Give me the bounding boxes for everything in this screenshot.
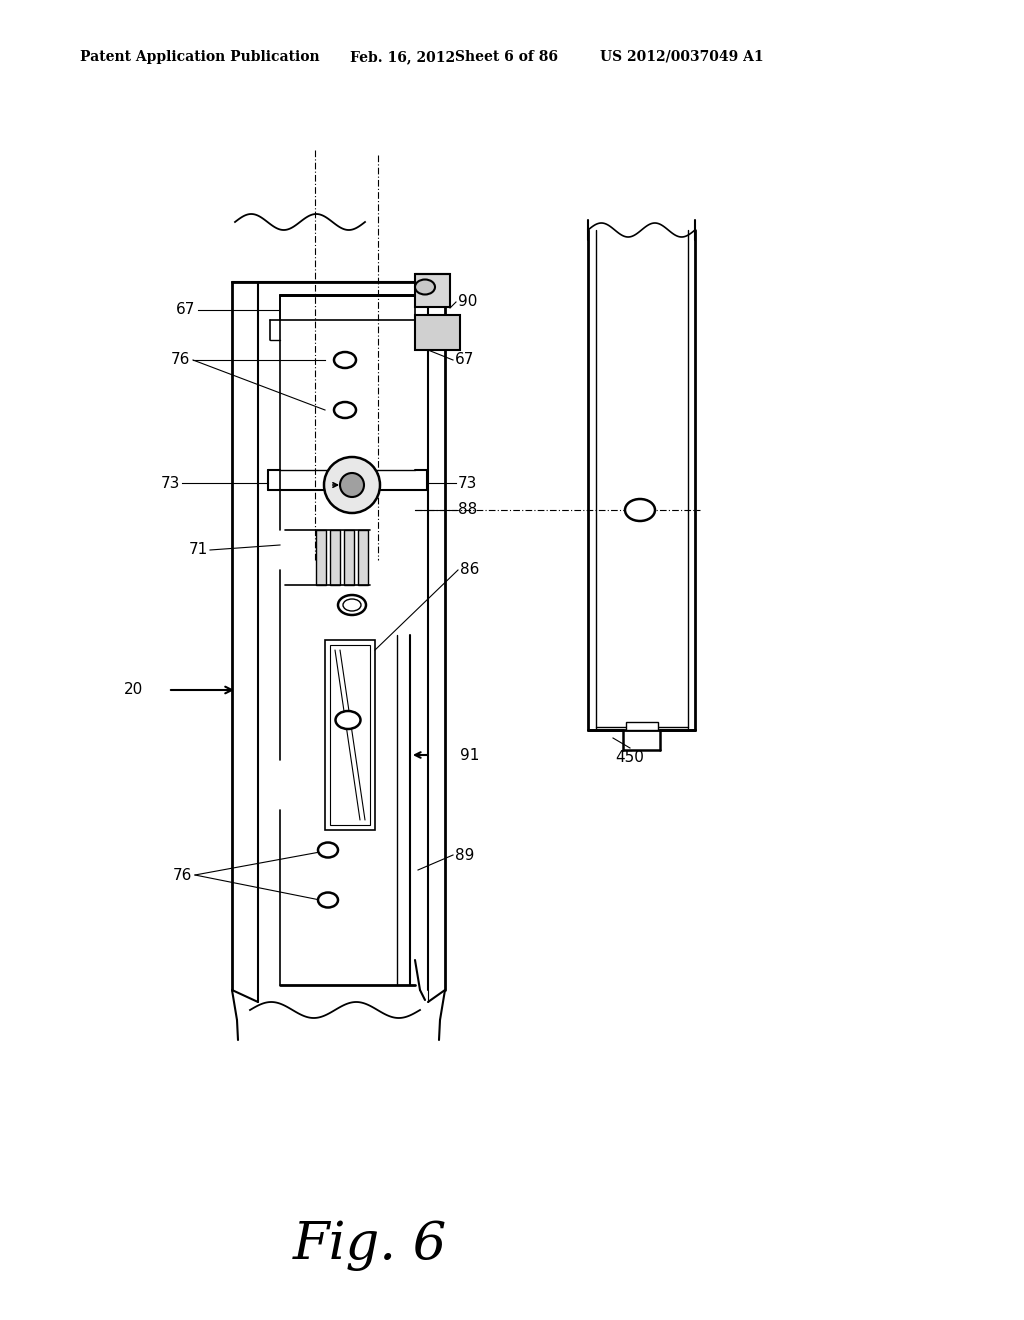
Bar <box>316 531 326 585</box>
Text: 88: 88 <box>458 503 477 517</box>
Text: 76: 76 <box>171 352 190 367</box>
Ellipse shape <box>415 280 435 294</box>
Text: 67: 67 <box>455 352 474 367</box>
Ellipse shape <box>318 892 338 908</box>
Ellipse shape <box>334 403 356 418</box>
Bar <box>358 531 368 585</box>
Bar <box>330 531 340 585</box>
Text: 73: 73 <box>458 475 477 491</box>
Bar <box>415 275 450 308</box>
Text: 73: 73 <box>161 475 180 491</box>
Text: 71: 71 <box>188 543 208 557</box>
Text: 89: 89 <box>455 847 474 862</box>
Text: Fig. 6: Fig. 6 <box>293 1220 447 1271</box>
Ellipse shape <box>318 842 338 858</box>
Text: Sheet 6 of 86: Sheet 6 of 86 <box>455 50 558 63</box>
Text: 76: 76 <box>173 867 193 883</box>
Text: 20: 20 <box>124 682 143 697</box>
Bar <box>415 315 460 350</box>
Bar <box>330 645 370 825</box>
Text: Feb. 16, 2012: Feb. 16, 2012 <box>350 50 455 63</box>
Bar <box>325 640 375 830</box>
Text: 86: 86 <box>460 562 479 578</box>
Circle shape <box>324 457 380 513</box>
Circle shape <box>340 473 364 498</box>
Ellipse shape <box>338 595 366 615</box>
Text: US 2012/0037049 A1: US 2012/0037049 A1 <box>600 50 764 63</box>
Text: 90: 90 <box>458 294 477 309</box>
Ellipse shape <box>625 499 655 521</box>
Text: Patent Application Publication: Patent Application Publication <box>80 50 319 63</box>
Bar <box>344 531 354 585</box>
Bar <box>626 722 658 730</box>
Text: 91: 91 <box>460 747 479 763</box>
Text: 450: 450 <box>615 751 644 766</box>
Text: 67: 67 <box>176 302 195 318</box>
Ellipse shape <box>336 711 360 729</box>
Ellipse shape <box>334 352 356 368</box>
Ellipse shape <box>343 599 361 611</box>
